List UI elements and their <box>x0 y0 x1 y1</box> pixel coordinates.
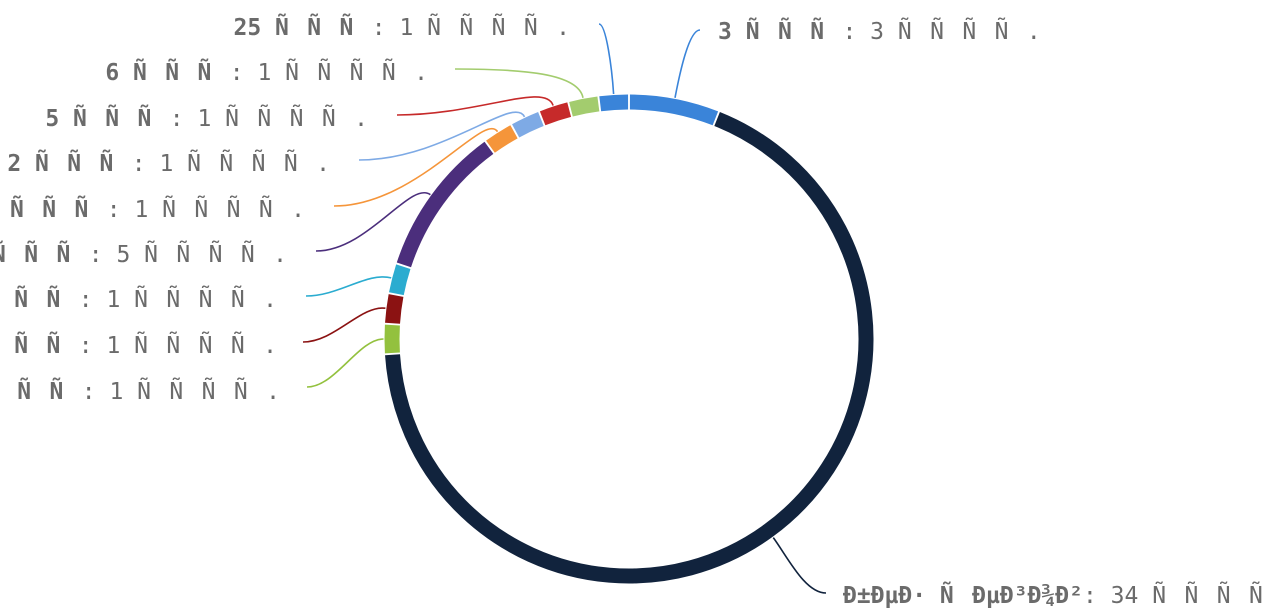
slice-label-category-4: 88 ÑÑÑ <box>0 285 79 313</box>
leader-line-1 <box>772 537 827 594</box>
leader-line-9 <box>454 68 584 99</box>
slice-label-1: Ð±ÐµÐ· ÑÐµÐ³Ð¾Ð²: 34 ÑÑÑÑ. <box>843 581 1286 609</box>
slice-label-7: 2 ÑÑÑ: 1 ÑÑÑÑ. <box>7 149 330 177</box>
slice-4 <box>389 264 411 296</box>
slice-label-category-7: 2 ÑÑÑ <box>7 149 131 177</box>
slice-label-category-2: 4 ÑÑÑ <box>0 377 82 405</box>
slice-label-separator-10: : <box>372 15 400 41</box>
slice-label-5: 1 ÑÑÑ: 5 ÑÑÑÑ. <box>0 240 287 268</box>
slice-label-category-5: 1 ÑÑÑ <box>0 240 89 268</box>
leader-lines <box>302 23 827 594</box>
slice-5 <box>396 141 494 268</box>
leader-line-6 <box>333 128 499 207</box>
slice-label-separator-1: : <box>1083 583 1111 609</box>
slice-0 <box>629 94 719 126</box>
slice-label-6: 7 ÑÑÑ: 1 ÑÑÑÑ. <box>0 195 305 223</box>
slice-1 <box>385 112 874 584</box>
slice-10 <box>599 94 629 112</box>
leader-line-3 <box>302 307 386 343</box>
leader-line-5 <box>315 191 431 252</box>
slice-7 <box>512 112 544 138</box>
slice-label-category-1: Ð±ÐµÐ· ÑÐµÐ³Ð¾Ð² <box>843 581 1083 609</box>
slice-labels: 3 ÑÑÑ: 3 ÑÑÑÑ. Ð±ÐµÐ· ÑÐµÐ³Ð¾Ð²: … <box>0 13 1286 609</box>
slice-label-category-3: 8 ÑÑÑ <box>0 331 79 359</box>
leader-line-10 <box>598 23 615 95</box>
slice-label-value-1: 34 ÑÑÑÑ. <box>1111 581 1286 609</box>
slice-label-category-9: 6 ÑÑÑ <box>105 58 229 86</box>
slice-label-2: 4 ÑÑÑ: 1 ÑÑÑÑ. <box>0 377 280 405</box>
slice-label-category-6: 7 ÑÑÑ <box>0 195 107 223</box>
slice-label-value-9: 1 ÑÑÑÑ. <box>257 58 428 86</box>
slice-label-separator-4: : <box>79 287 107 313</box>
leader-line-4 <box>305 276 392 297</box>
slice-6 <box>486 125 518 153</box>
leader-line-2 <box>306 338 384 388</box>
slice-3 <box>385 294 404 324</box>
leader-line-0 <box>674 29 701 98</box>
slice-label-4: 88 ÑÑÑ: 1 ÑÑÑÑ. <box>0 285 277 313</box>
leader-line-8 <box>396 96 554 116</box>
slice-label-separator-5: : <box>89 242 117 268</box>
slice-label-category-8: 5 ÑÑÑ <box>45 104 169 132</box>
slice-label-value-4: 1 ÑÑÑÑ. <box>106 285 277 313</box>
slice-label-separator-6: : <box>107 197 135 223</box>
slice-label-separator-3: : <box>79 333 107 359</box>
slice-label-value-6: 1 ÑÑÑÑ. <box>134 195 305 223</box>
slice-label-8: 5 ÑÑÑ: 1 ÑÑÑÑ. <box>45 104 368 132</box>
slice-label-category-10: 25 ÑÑÑ <box>233 13 371 41</box>
slice-8 <box>539 102 572 126</box>
leader-line-7 <box>358 111 526 161</box>
slice-label-3: 8 ÑÑÑ: 1 ÑÑÑÑ. <box>0 331 277 359</box>
slice-label-category-0: 3 ÑÑÑ <box>718 17 842 45</box>
slice-label-value-7: 1 ÑÑÑÑ. <box>159 149 330 177</box>
slice-label-value-10: 1 ÑÑÑÑ. <box>399 13 570 41</box>
slice-9 <box>569 96 600 117</box>
slice-label-value-8: 1 ÑÑÑÑ. <box>197 104 368 132</box>
slice-label-value-0: 3 ÑÑÑÑ. <box>870 17 1041 45</box>
slice-label-separator-7: : <box>132 151 160 177</box>
donut-slices <box>384 94 874 584</box>
slice-label-9: 6 ÑÑÑ: 1 ÑÑÑÑ. <box>105 58 428 86</box>
slice-label-value-2: 1 ÑÑÑÑ. <box>109 377 280 405</box>
slice-label-separator-8: : <box>170 106 198 132</box>
slice-label-value-5: 5 ÑÑÑÑ. <box>116 240 287 268</box>
slice-label-separator-9: : <box>230 60 258 86</box>
slice-label-0: 3 ÑÑÑ: 3 ÑÑÑÑ. <box>718 17 1041 45</box>
slice-label-separator-0: : <box>842 19 870 45</box>
slice-label-10: 25 ÑÑÑ: 1 ÑÑÑÑ. <box>233 13 570 41</box>
slice-label-separator-2: : <box>82 379 110 405</box>
slice-label-value-3: 1 ÑÑÑÑ. <box>106 331 277 359</box>
